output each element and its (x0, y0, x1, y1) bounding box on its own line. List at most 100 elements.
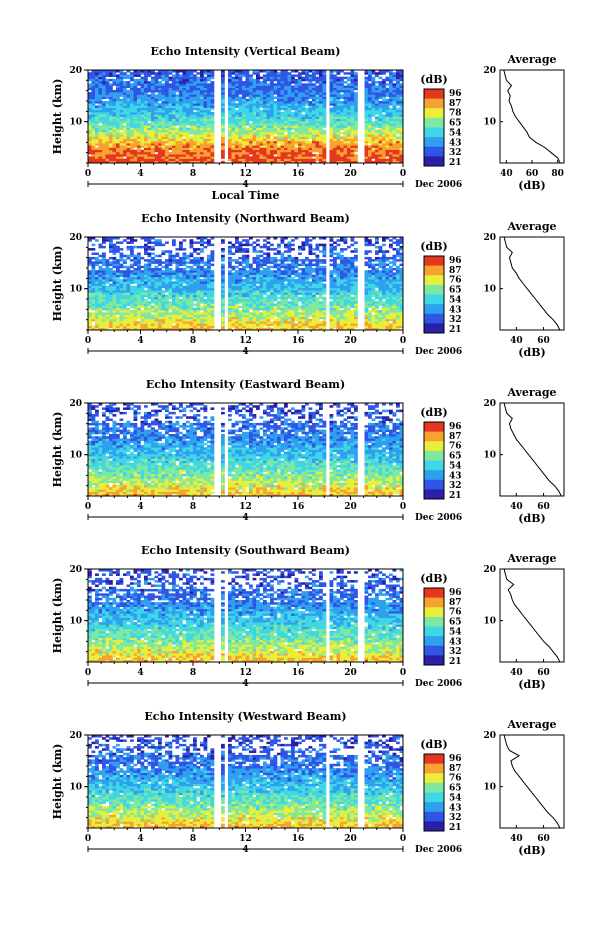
heatmap-cell (270, 70, 274, 73)
heatmap-cell (175, 129, 180, 133)
heatmap-cell (343, 149, 348, 153)
heatmap-cell (263, 101, 267, 104)
heatmap-cell (298, 96, 302, 100)
heatmap-cell (322, 149, 327, 153)
heatmap-cell (389, 120, 393, 124)
heatmap-cell (123, 143, 127, 146)
heatmap-cell (228, 78, 232, 82)
heatmap-cell (329, 85, 334, 89)
heatmap-cell (399, 101, 404, 104)
heatmap-cell (123, 305, 127, 309)
heatmap-cell (385, 323, 390, 326)
heatmap-cell (399, 316, 404, 320)
heatmap-cell (144, 290, 148, 293)
heatmap-cell (350, 109, 355, 113)
heatmap-cell (368, 294, 372, 298)
heatmap-cell (308, 321, 313, 324)
heatmap-cell (294, 118, 299, 122)
heatmap-cell (126, 103, 131, 106)
heatmap-cell (193, 114, 197, 117)
heatmap-cell (196, 149, 201, 153)
heatmap-cell (98, 109, 103, 113)
heatmap-cell (284, 107, 288, 111)
heatmap-cell (210, 136, 215, 139)
heatmap-cell (284, 318, 288, 322)
heatmap-cell (396, 72, 400, 75)
heatmap-cell (186, 147, 190, 151)
colorbar-segment (424, 160, 444, 163)
heatmap-cell (154, 127, 159, 131)
heatmap-cell (196, 103, 201, 106)
heatmap-cell (98, 303, 103, 306)
heatmap-cell (130, 89, 134, 93)
heatmap-cell (123, 299, 127, 302)
heatmap-cell (210, 132, 215, 135)
heatmap-cell (396, 158, 400, 162)
heatmap-cell (308, 105, 313, 108)
heatmap-cell (210, 307, 215, 311)
heatmap-cell (399, 116, 404, 120)
colorbar-segment (424, 123, 444, 126)
heatmap-cell (196, 85, 201, 89)
heatmap-cell (291, 105, 295, 108)
heatmap-cell (200, 70, 204, 73)
heatmap-cell (385, 138, 390, 142)
heatmap-cell (210, 296, 215, 300)
heatmap-cell (315, 105, 320, 108)
heatmap-cell (105, 312, 110, 315)
heatmap-cell (95, 307, 99, 311)
heatmap-cell (109, 103, 113, 106)
heatmap-cell (210, 98, 215, 102)
heatmap-cell (364, 140, 369, 144)
heatmap-cell (259, 318, 264, 322)
heatmap-cell (165, 109, 169, 113)
heatmap-cell (151, 323, 155, 326)
heatmap-cell (378, 325, 383, 329)
heatmap-cell (385, 321, 390, 324)
heatmap-cell (364, 118, 369, 122)
heatmap-cell (371, 81, 376, 84)
heatmap-cell (182, 325, 187, 329)
heatmap-cell (371, 307, 376, 311)
heatmap-cell (375, 116, 379, 120)
heatmap-cell (175, 87, 180, 91)
heatmap-cell (364, 290, 369, 293)
heatmap-cell (350, 321, 355, 324)
heatmap-cell (329, 103, 334, 106)
heatmap-cell (319, 103, 323, 106)
heatmap-cell (196, 287, 201, 291)
heatmap-cell (256, 101, 260, 104)
heatmap-cell (333, 101, 337, 104)
heatmap-cell (294, 312, 299, 315)
heatmap-cell (396, 120, 400, 124)
heatmap-cell (329, 129, 334, 133)
heatmap-cell (210, 116, 215, 120)
heatmap-cell (102, 303, 106, 306)
heatmap-cell (333, 314, 337, 318)
heatmap-cell (399, 305, 404, 309)
heatmap-cell (347, 145, 351, 148)
heatmap-cell (172, 76, 176, 80)
heatmap-cell (399, 312, 404, 315)
heatmap-cell (238, 78, 243, 82)
heatmap-cell (284, 147, 288, 151)
heatmap-cell (280, 321, 285, 324)
heatmap-cell (203, 312, 208, 315)
heatmap-cell (256, 96, 260, 100)
heatmap-cell (235, 85, 239, 89)
heatmap-cell (123, 145, 127, 148)
heatmap-cell (252, 101, 257, 104)
heatmap-cell (228, 323, 232, 326)
heatmap-cell (228, 116, 232, 120)
heatmap-cell (259, 120, 264, 124)
heatmap-cell (228, 314, 232, 318)
heatmap-cell (256, 109, 260, 113)
heatmap-cell (340, 114, 344, 117)
heatmap-cell (333, 290, 337, 293)
heatmap-cell (123, 83, 127, 86)
heatmap-cell (235, 312, 239, 315)
heatmap-cell (105, 81, 110, 84)
heatmap-cell (298, 290, 302, 293)
heatmap-cell (193, 85, 197, 89)
heatmap-cell (126, 154, 131, 157)
